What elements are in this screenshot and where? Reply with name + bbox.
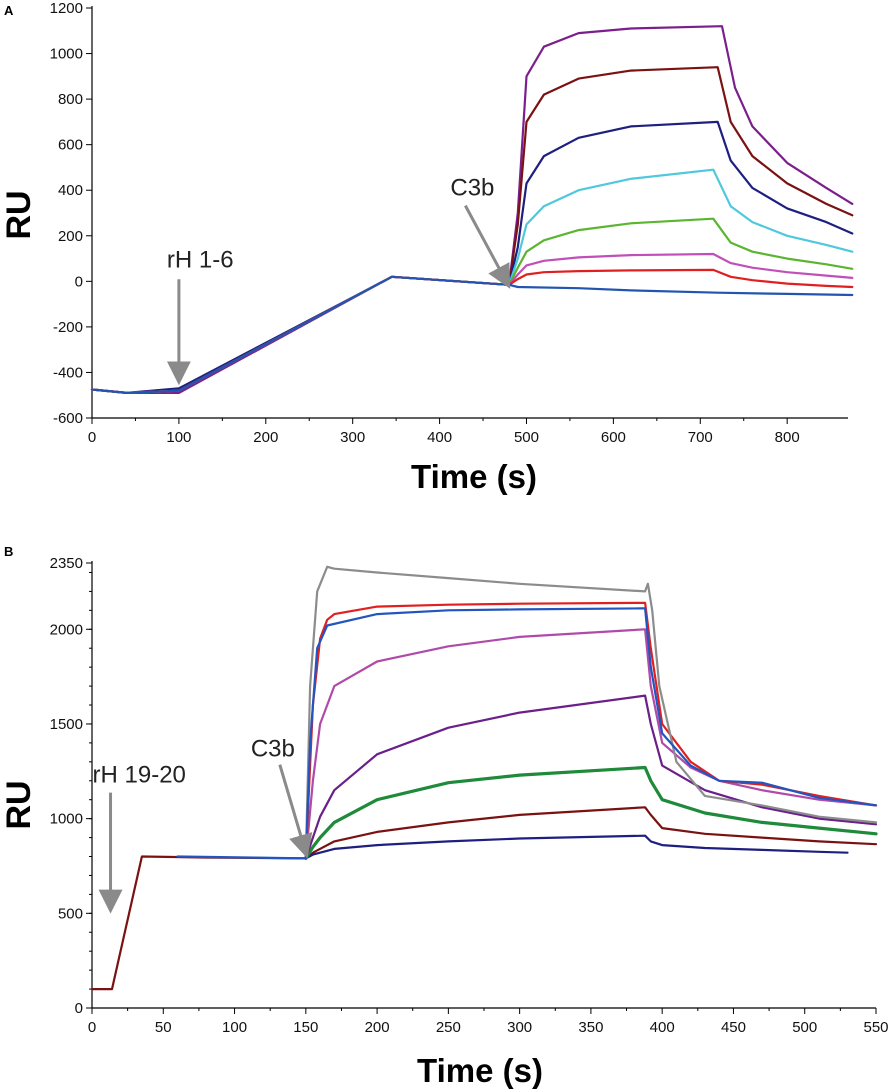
series-line-gray	[304, 565, 878, 860]
series-line-green	[304, 765, 878, 861]
x-tick-label: 200	[253, 429, 278, 446]
y-tick-label: 400	[58, 182, 83, 199]
annotation-label: rH 19-20	[93, 762, 186, 789]
series-line-darkred	[90, 806, 878, 991]
panel-b-x-axis-label: Time (s)	[417, 1052, 543, 1089]
x-tick-label: 0	[88, 1019, 96, 1036]
series-line-blue	[176, 607, 878, 860]
series-line-red	[304, 601, 878, 860]
annotation-arrow	[278, 764, 313, 859]
annotation-label: C3b	[450, 175, 494, 202]
series-line-darkred	[90, 66, 854, 394]
y-tick-label: 1200	[50, 0, 83, 17]
panel-a-x-axis-label: Time (s)	[411, 458, 537, 495]
y-tick-label: -400	[53, 364, 83, 381]
y-tick-label: -200	[53, 319, 83, 336]
panel-a-x-ticks: 0 100 200 300 400 500 600 700 800	[88, 418, 800, 446]
x-tick-label: 300	[507, 1019, 532, 1036]
panel-b-y-ticks: 0 500 1000 1500 2000 2350	[50, 555, 92, 1017]
annotation-arrow	[464, 204, 511, 289]
x-tick-label: 600	[601, 429, 626, 446]
y-tick-label: -600	[53, 410, 83, 427]
x-tick-label: 450	[721, 1019, 746, 1036]
x-tick-label: 400	[650, 1019, 675, 1036]
x-tick-label: 300	[340, 429, 365, 446]
x-tick-label: 550	[863, 1019, 888, 1036]
x-tick-label: 0	[88, 429, 96, 446]
panel-a-y-ticks: -600 -400 -200 0 200 400 600 800 1000 1200	[50, 0, 92, 427]
series-line-navy	[304, 834, 849, 860]
panel-b: B 0 50 100 150 200 250 300 350 400 450 500 550 0 500…	[0, 544, 889, 1089]
x-tick-label: 100	[166, 429, 191, 446]
y-tick-label: 1000	[50, 811, 83, 828]
panel-b-x-ticks: 0 50 100 150 200 250 300 350 400 450 500 550	[88, 1008, 889, 1036]
y-tick-label: 500	[58, 905, 83, 922]
x-tick-label: 500	[792, 1019, 817, 1036]
series-line-blue	[90, 275, 854, 394]
panel-b-annotations: rH 19-20 C3b	[93, 736, 313, 914]
y-tick-label: 2000	[50, 621, 83, 638]
x-tick-label: 250	[436, 1019, 461, 1036]
series-line-green	[90, 217, 854, 394]
y-tick-label: 2350	[50, 555, 83, 572]
y-tick-label: 0	[75, 273, 83, 290]
y-tick-label: 1500	[50, 716, 83, 733]
y-tick-label: 600	[58, 137, 83, 154]
x-tick-label: 700	[688, 429, 713, 446]
panel-b-y-axis-label: RU	[0, 780, 38, 829]
x-tick-label: 100	[222, 1019, 247, 1036]
annotation-label: rH 1-6	[167, 246, 234, 273]
panel-a-annotations: rH 1-6 C3b	[166, 175, 511, 386]
x-tick-label: 350	[578, 1019, 603, 1036]
x-tick-label: 150	[293, 1019, 318, 1036]
x-tick-label: 200	[365, 1019, 390, 1036]
panel-a-label: A	[4, 3, 14, 18]
series-line-magenta	[90, 252, 854, 394]
series-line-purple	[90, 25, 854, 394]
y-tick-label: 1000	[50, 46, 83, 63]
x-tick-label: 500	[514, 429, 539, 446]
panel-a: A 0 100 200 300 400 500 600 700 800 -600 -400 -200…	[0, 0, 854, 495]
panel-b-label: B	[4, 544, 13, 559]
y-tick-label: 0	[75, 1000, 83, 1017]
series-line-purple	[304, 694, 878, 860]
series-line-magenta	[304, 628, 878, 860]
y-tick-label: 800	[58, 91, 83, 108]
x-tick-label: 400	[427, 429, 452, 446]
panel-a-series	[90, 25, 854, 394]
x-tick-label: 50	[155, 1019, 172, 1036]
panel-a-y-axis-label: RU	[0, 190, 38, 239]
annotation-label: C3b	[251, 736, 295, 763]
y-tick-label: 200	[58, 228, 83, 245]
x-tick-label: 800	[775, 429, 800, 446]
panel-b-series	[90, 565, 878, 991]
